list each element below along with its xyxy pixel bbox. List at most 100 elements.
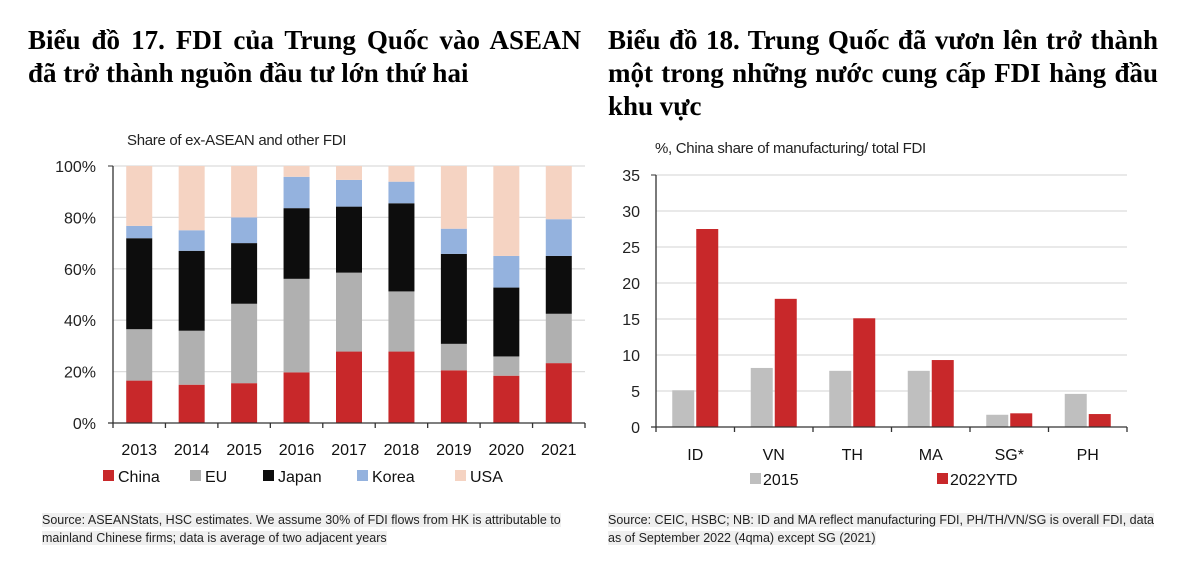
bar-2022ytd-TH	[853, 318, 876, 427]
legend-label-2015: 2015	[763, 472, 799, 489]
chart18-source-text: Source: CEIC, HSBC; NB: ID and MA reflec…	[608, 513, 1155, 545]
bar-korea-2019	[440, 228, 467, 254]
legend-swatch-eu	[190, 470, 201, 481]
bar-korea-2014	[178, 230, 205, 251]
bar-2022ytd-PH	[1088, 414, 1111, 427]
bar-usa-2015	[231, 166, 258, 218]
y-tick-label: 15	[622, 312, 640, 329]
x-tick-label: 2016	[279, 442, 315, 459]
x-tick-label: SG*	[995, 447, 1024, 464]
bar-korea-2017	[336, 179, 362, 207]
bar-usa-2021	[545, 166, 572, 220]
bar-2015-TH	[829, 370, 852, 427]
legend-swatch-usa	[455, 470, 466, 481]
bar-korea-2020	[493, 255, 520, 288]
bar-china-2013	[126, 380, 153, 423]
x-tick-label: 2020	[489, 442, 525, 459]
bar-eu-2013	[126, 329, 153, 381]
chart17-source-text: Source: ASEANStats, HSC estimates. We as…	[42, 513, 561, 545]
y-tick-label: 30	[622, 204, 640, 221]
bar-usa-2016	[283, 166, 310, 177]
x-tick-label: 2014	[174, 442, 210, 459]
x-tick-label: 2019	[436, 442, 472, 459]
bar-2015-PH	[1064, 393, 1087, 427]
legend-swatch-2015	[750, 473, 761, 484]
y-tick-label: 80%	[64, 210, 96, 227]
legend-label-2022ytd: 2022YTD	[950, 472, 1018, 489]
x-tick-label: 2021	[541, 442, 577, 459]
y-tick-label: 20	[622, 276, 640, 293]
legend-swatch-japan	[263, 470, 274, 481]
y-tick-label: 100%	[55, 159, 96, 176]
chart18-heading: Biểu đồ 18. Trung Quốc đã vươn lên trở t…	[608, 25, 1158, 121]
bar-usa-2019	[440, 166, 467, 229]
bar-china-2018	[388, 351, 415, 423]
legend-swatch-2022ytd	[937, 473, 948, 484]
bar-eu-2016	[283, 278, 310, 373]
bar-2015-VN	[750, 367, 773, 427]
bar-2015-MA	[907, 370, 930, 427]
bar-korea-2013	[126, 225, 153, 239]
bar-eu-2021	[545, 313, 572, 364]
legend-swatch-china	[103, 470, 114, 481]
chart18-source: Source: CEIC, HSBC; NB: ID and MA reflec…	[608, 511, 1168, 547]
x-tick-label: 2018	[384, 442, 420, 459]
x-tick-label: ID	[687, 447, 703, 464]
bar-japan-2019	[440, 253, 467, 344]
y-tick-label: 60%	[64, 262, 96, 279]
bar-korea-2021	[545, 219, 572, 256]
bar-eu-2015	[231, 303, 258, 384]
chart17-subtitle: Share of ex-ASEAN and other FDI	[127, 132, 347, 149]
bar-china-2016	[283, 372, 310, 423]
chart18-grouped-bar: 0 5 10 15 20 25 30 35 ID VN TH MA SG* PH 2015 2022YTD	[622, 168, 1128, 489]
x-tick-label: TH	[842, 447, 863, 464]
chart17-stacked-bar: 0% 20% 40% 60% 80% 100% 2013 2014 2015 2016 2017 20…	[55, 159, 586, 486]
legend-label-japan: Japan	[278, 469, 322, 486]
bar-eu-2020	[493, 356, 520, 376]
bar-usa-2020	[493, 166, 520, 256]
bar-japan-2016	[283, 208, 310, 279]
legend-label-usa: USA	[470, 469, 503, 486]
bar-usa-2014	[178, 166, 205, 231]
x-tick-label: VN	[763, 447, 785, 464]
bar-korea-2015	[231, 217, 258, 244]
y-tick-label: 25	[622, 240, 640, 257]
x-tick-label: 2015	[226, 442, 262, 459]
bar-china-2021	[545, 363, 572, 423]
y-tick-label: 10	[622, 348, 640, 365]
legend-label-eu: EU	[205, 469, 227, 486]
bar-2022ytd-MA	[931, 360, 954, 427]
bar-japan-2021	[545, 255, 572, 314]
bar-japan-2017	[336, 206, 362, 273]
bar-usa-2017	[336, 166, 362, 180]
chart17-heading: Biểu đồ 17. FDI của Trung Quốc vào ASEAN…	[28, 25, 581, 88]
bar-2015-SG*	[986, 414, 1009, 427]
legend-label-korea: Korea	[372, 469, 415, 486]
chart18-subtitle: %, China share of manufacturing/ total F…	[655, 140, 926, 157]
x-tick-label: PH	[1077, 447, 1099, 464]
legend-label-china: China	[118, 469, 160, 486]
bar-2022ytd-ID	[696, 229, 719, 427]
bar-usa-2013	[126, 166, 153, 226]
chart17-source: Source: ASEANStats, HSC estimates. We as…	[42, 511, 562, 547]
y-tick-label: 35	[622, 168, 640, 185]
y-tick-label: 40%	[64, 313, 96, 330]
bar-japan-2018	[388, 203, 415, 292]
y-tick-label: 20%	[64, 365, 96, 382]
bar-china-2015	[231, 383, 258, 423]
x-tick-label: 2017	[331, 442, 367, 459]
bar-japan-2015	[231, 243, 258, 304]
bar-china-2020	[493, 375, 520, 423]
legend-swatch-korea	[357, 470, 368, 481]
bar-china-2019	[440, 370, 467, 423]
bar-japan-2013	[126, 238, 153, 330]
bar-usa-2018	[388, 166, 415, 182]
bar-korea-2016	[283, 176, 310, 209]
y-tick-label: 0%	[73, 416, 96, 433]
bar-korea-2018	[388, 181, 415, 204]
y-tick-label: 5	[631, 384, 640, 401]
bar-2022ytd-VN	[774, 298, 797, 427]
bar-china-2014	[178, 384, 205, 423]
y-tick-label: 0	[631, 420, 640, 437]
bar-japan-2020	[493, 287, 520, 357]
